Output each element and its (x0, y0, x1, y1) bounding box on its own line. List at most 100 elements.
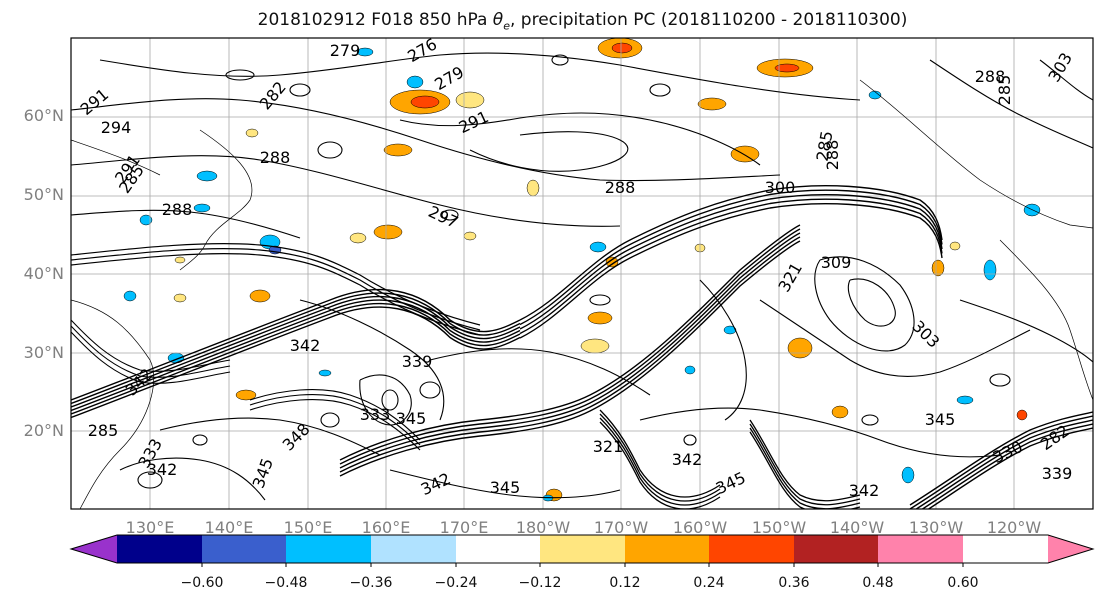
precip-anomaly-patch (901, 466, 915, 484)
contour-label: 339 (1042, 464, 1073, 483)
lon-label: 170°W (593, 518, 649, 537)
theta-e-contour (927, 427, 1093, 509)
precip-anomaly-patch (730, 145, 760, 163)
theta-e-contour (929, 59, 1093, 149)
theta-e-contour (749, 431, 861, 509)
precip-anomaly-patch (605, 256, 619, 268)
contour-label: 285 (995, 75, 1014, 106)
theta-e-contour (71, 306, 521, 419)
precip-anomaly-patch (406, 75, 424, 89)
theta-e-closed-contour (317, 141, 343, 159)
theta-e-contour (71, 253, 481, 336)
precipitation-shading (123, 38, 1041, 502)
theta-e-contour (339, 236, 801, 473)
contour-label: 339 (402, 352, 433, 371)
contour-label: 333 (360, 405, 391, 424)
precip-anomaly-patch (245, 128, 259, 138)
theta-e-contour (519, 203, 943, 339)
theta-e-contour (249, 394, 421, 446)
precip-anomaly-patch (697, 97, 727, 111)
precip-anomaly-patch (787, 337, 813, 359)
colorbar-extend-min (71, 535, 117, 563)
contour-label: 288 (605, 178, 636, 197)
lon-label: 140°W (829, 518, 885, 537)
lon-label: 160°E (361, 518, 411, 537)
theta-e-closed-contour (589, 294, 611, 306)
coastline (71, 139, 161, 176)
theta-e-contour (71, 299, 521, 412)
lon-label: 130°W (908, 518, 964, 537)
lon-label: 150°E (283, 518, 333, 537)
theta-e-contour (599, 417, 721, 506)
precip-anomaly-patch (983, 259, 997, 281)
precip-anomaly-patch (356, 47, 374, 57)
contour-label: 345 (396, 409, 427, 428)
theta-e-closed-contour (683, 434, 697, 446)
precip-anomaly-patch (831, 405, 849, 419)
precip-anomaly-patch (684, 365, 696, 375)
colorbar-segment (286, 535, 371, 563)
lat-label: 60°N (23, 106, 64, 125)
theta-e-contour (599, 413, 721, 502)
theta-e-contour (847, 278, 896, 327)
precip-anomaly-patch (174, 256, 186, 264)
theta-e-contour (119, 457, 266, 501)
precip-anomaly-patch (611, 42, 633, 54)
theta-e-closed-contour (137, 471, 163, 489)
theta-e-contour (749, 423, 861, 506)
colorbar-segment (202, 535, 286, 563)
colorbar-segment (117, 535, 202, 563)
theta-e-contour (399, 112, 761, 166)
lon-label: 130°E (125, 518, 175, 537)
colorbar-segment (794, 535, 878, 563)
colorbar-outline (69, 534, 1095, 564)
theta-e-closed-contour (861, 414, 879, 426)
precip-anomaly-patch (587, 311, 613, 325)
theta-e-contour (519, 185, 943, 321)
theta-e-closed-contour (441, 209, 459, 221)
lon-label: 160°W (672, 518, 728, 537)
title-theta-subscript: e (503, 19, 510, 33)
coastline (179, 129, 253, 271)
contour-label: 300 (765, 178, 796, 197)
theta-e-contour (959, 299, 1093, 363)
title-theta: θ (492, 10, 504, 30)
colorbar-tick-label: −0.48 (264, 575, 308, 591)
precip-anomaly-patch (196, 170, 218, 182)
precip-anomaly-patch (956, 395, 974, 405)
lon-label: 120°W (986, 518, 1042, 537)
precip-anomaly-patch (774, 63, 800, 73)
precip-anomaly-patch (455, 91, 485, 109)
theta-e-contour (469, 131, 629, 172)
theta-e-contour (699, 279, 747, 421)
theta-e-contour (71, 209, 301, 239)
colorbar-tick-label: −0.24 (434, 575, 478, 591)
title-rest: , precipitation PC (2018110200 - 2018110… (509, 10, 908, 30)
coastline (999, 239, 1093, 401)
contour-label: 288 (975, 67, 1006, 86)
contour-label: 342 (290, 336, 321, 355)
theta-e-closed-contour (989, 373, 1011, 387)
theta-e-contour (159, 417, 381, 456)
theta-e-contour (71, 248, 481, 331)
precip-anomaly-patch (235, 389, 257, 401)
colorbar-segment (709, 535, 794, 563)
theta-e-contour (389, 469, 621, 499)
contour-label: 342 (147, 460, 178, 479)
contour-label: 345 (925, 410, 956, 429)
precip-anomaly-patch (949, 241, 961, 251)
theta-e-contour (71, 295, 521, 408)
theta-e-contour (519, 194, 943, 330)
theta-e-contours (71, 52, 1093, 509)
precip-anomaly-patch (349, 232, 367, 244)
contour-label: 321 (593, 437, 624, 456)
lon-label: 180°W (515, 518, 571, 537)
theta-e-contour (749, 427, 861, 509)
theta-e-contour (71, 98, 781, 182)
figure-title: 2018102912 F018 850 hPa θe, precipitatio… (0, 10, 1105, 32)
contour-label: 288 (823, 140, 842, 171)
colorbar-tick-label: 0.48 (862, 575, 894, 591)
lat-label: 40°N (23, 264, 64, 283)
contour-label: 342 (849, 481, 880, 500)
contour-label: 285 (88, 421, 119, 440)
